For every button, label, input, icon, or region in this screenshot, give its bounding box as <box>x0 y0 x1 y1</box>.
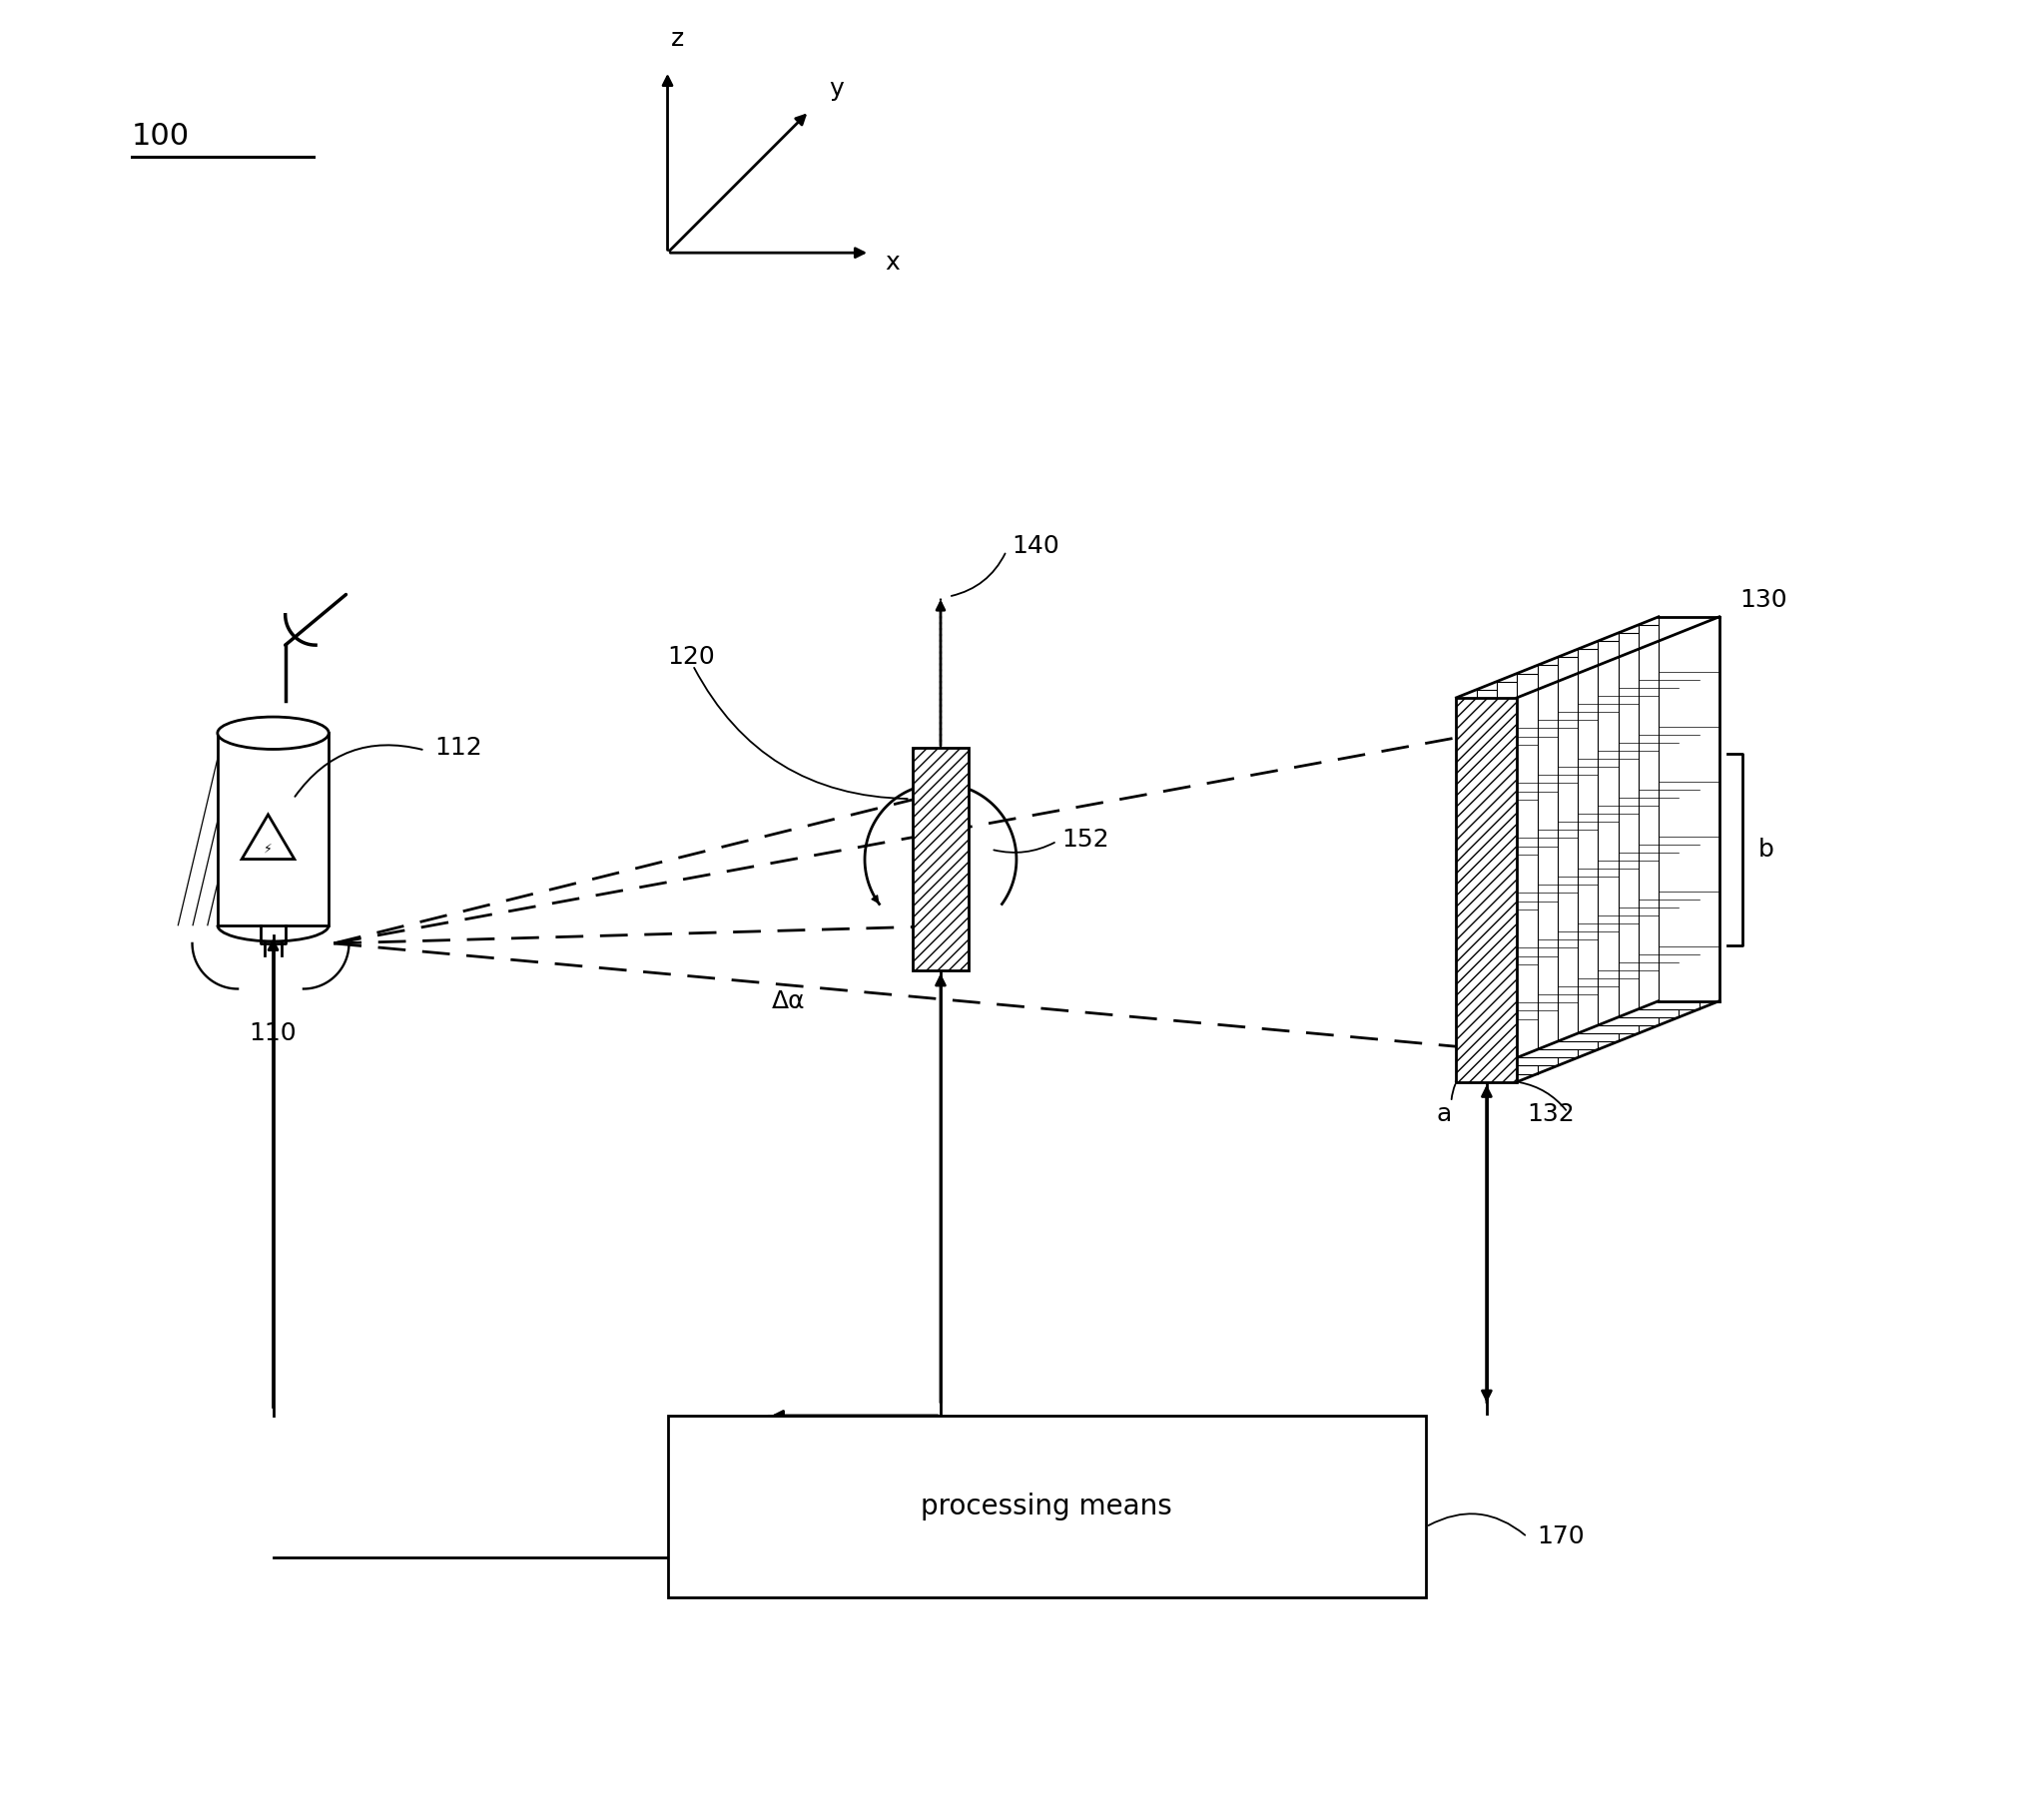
Text: 130: 130 <box>1739 588 1788 612</box>
Bar <box>1536 666 1598 1050</box>
Bar <box>1457 697 1518 1081</box>
Bar <box>668 1416 1426 1598</box>
Text: Δα: Δα <box>772 988 805 1014</box>
Text: 120: 120 <box>668 646 715 670</box>
Text: 132: 132 <box>1528 1103 1575 1127</box>
Text: 100: 100 <box>131 122 190 151</box>
Text: a: a <box>1436 1103 1451 1127</box>
Bar <box>1498 681 1557 1067</box>
Bar <box>1618 633 1679 1017</box>
Text: z: z <box>670 27 684 51</box>
Text: 140: 140 <box>1011 533 1058 559</box>
Text: ⚡: ⚡ <box>264 843 272 855</box>
Bar <box>913 748 968 970</box>
Text: 152: 152 <box>1062 828 1109 852</box>
Bar <box>1577 650 1638 1034</box>
Text: 110: 110 <box>249 1021 296 1045</box>
Bar <box>1477 690 1536 1074</box>
Bar <box>1457 697 1518 1081</box>
Bar <box>1659 617 1720 1001</box>
Polygon shape <box>241 815 294 859</box>
Text: y: y <box>829 76 844 102</box>
Text: 170: 170 <box>1536 1525 1585 1549</box>
Text: b: b <box>1757 837 1773 861</box>
Bar <box>217 733 329 925</box>
Text: x: x <box>885 251 899 275</box>
Bar <box>1557 657 1618 1041</box>
Text: 112: 112 <box>435 737 482 761</box>
Bar <box>1518 673 1577 1057</box>
Bar <box>1598 641 1659 1025</box>
Text: processing means: processing means <box>921 1492 1173 1520</box>
Bar <box>1638 624 1700 1008</box>
Ellipse shape <box>217 717 329 750</box>
